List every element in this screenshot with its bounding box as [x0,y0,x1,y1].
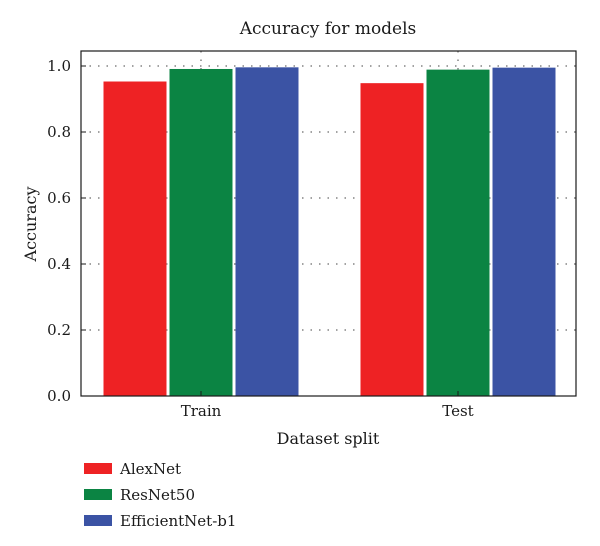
legend-label-alexnet: AlexNet [119,460,181,478]
y-tick-label: 1.0 [47,57,71,75]
y-axis-ticks: 0.0 0.2 0.4 0.6 0.8 1.0 [47,57,86,405]
x-axis-label: Dataset split [277,429,380,448]
grid-lines [81,51,576,396]
bar-efficientnet-b1-train [235,67,299,396]
plot-area-frame [80,50,577,397]
y-tick-label: 0.4 [47,255,71,273]
chart-title: Accuracy for models [239,19,417,39]
legend-label-resnet50: ResNet50 [120,486,195,504]
legend-label-efficientnet-b1: EfficientNet-b1 [120,512,236,530]
x-tick-label-test: Test [442,402,473,420]
legend-swatch-resnet50 [84,489,112,500]
y-tick-label: 0.0 [47,387,71,405]
y-tick-label: 0.6 [47,189,71,207]
x-axis-ticks: Train Test [181,391,474,420]
bar-resnet50-train [169,68,233,396]
bar-alexnet-train [103,81,167,396]
y-tick-label: 0.8 [47,123,71,141]
legend-swatch-efficientnet-b1 [84,515,112,526]
bar-resnet50-test [426,69,490,396]
bars [103,67,556,397]
legend-swatch-alexnet [84,463,112,474]
bar-alexnet-test [360,83,424,396]
y-tick-label: 0.2 [47,321,71,339]
bar-efficientnet-b1-test [492,67,556,397]
y-axis-label: Accuracy [21,187,40,263]
legend: AlexNet ResNet50 EfficientNet-b1 [84,460,236,530]
x-tick-label-train: Train [181,402,222,420]
